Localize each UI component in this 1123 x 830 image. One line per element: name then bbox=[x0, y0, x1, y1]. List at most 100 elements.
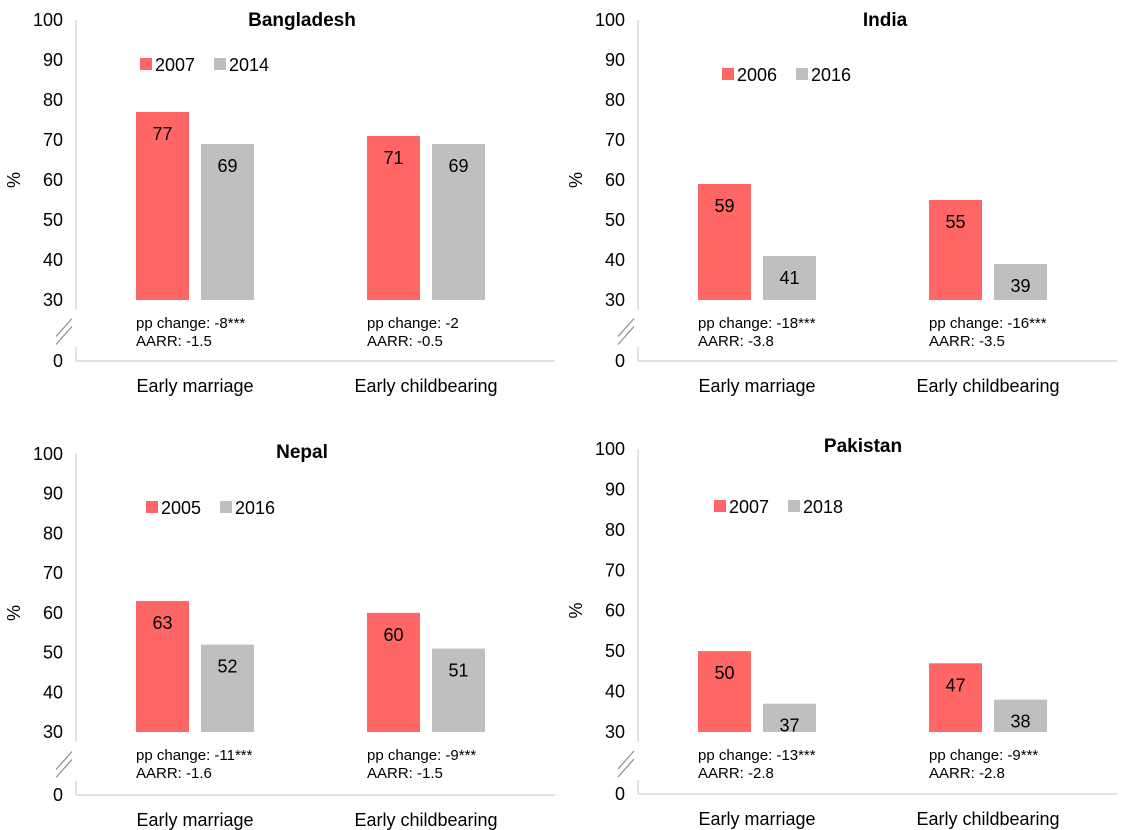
bar bbox=[136, 600, 189, 732]
y-tick-label: 80 bbox=[43, 90, 63, 110]
legend-label: 2016 bbox=[811, 65, 851, 85]
legend-swatch-series1 bbox=[146, 501, 158, 513]
bar-value-label: 59 bbox=[714, 196, 734, 216]
chart-panel-india: India 100 90 80 70 60 50 40 30 0% 2006 2016 59 41 pp c… bbox=[562, 0, 1123, 415]
bar bbox=[432, 144, 485, 300]
pp-change-annotation: pp change: -18*** bbox=[698, 315, 816, 332]
y-tick-label: 30 bbox=[43, 722, 63, 742]
bar-value-label: 69 bbox=[448, 156, 468, 176]
y-tick-label: 100 bbox=[595, 439, 625, 459]
y-tick-label: 40 bbox=[43, 682, 63, 702]
y-axis-label: % bbox=[4, 605, 24, 621]
axis-break-mark bbox=[617, 318, 635, 337]
bar bbox=[994, 699, 1047, 732]
y-axis-label: % bbox=[566, 602, 586, 618]
y-tick-label: 30 bbox=[605, 290, 625, 310]
pp-change-annotation: pp change: -9*** bbox=[367, 747, 476, 764]
y-tick-label: 60 bbox=[605, 170, 625, 190]
x-category-label: Early marriage bbox=[136, 376, 253, 396]
aarr-annotation: AARR: -3.5 bbox=[929, 333, 1005, 350]
axis-break-mark bbox=[55, 326, 73, 345]
y-tick-label: 40 bbox=[605, 682, 625, 702]
bar-value-label: 41 bbox=[779, 268, 799, 288]
y-tick-label: 100 bbox=[33, 444, 63, 464]
y-tick-label: 40 bbox=[605, 250, 625, 270]
y-tick-label: 100 bbox=[33, 10, 63, 30]
bar bbox=[432, 648, 485, 732]
y-tick-label: 70 bbox=[605, 560, 625, 580]
bar-value-label: 71 bbox=[383, 148, 403, 168]
y-tick-label: 30 bbox=[43, 290, 63, 310]
y-tick-label: 50 bbox=[605, 641, 625, 661]
y-tick-label: 0 bbox=[53, 785, 63, 805]
pp-change-annotation: pp change: -8*** bbox=[136, 315, 245, 332]
bar-value-label: 60 bbox=[383, 625, 403, 645]
bar bbox=[367, 136, 420, 300]
x-category-label: Early marriage bbox=[136, 810, 253, 830]
chart-title: Nepal bbox=[276, 442, 328, 463]
aarr-annotation: AARR: -1.6 bbox=[136, 765, 212, 782]
y-tick-label: 50 bbox=[43, 643, 63, 663]
y-tick-label: 90 bbox=[605, 50, 625, 70]
x-category-label: Early childbearing bbox=[354, 376, 497, 396]
bar-value-label: 51 bbox=[448, 661, 468, 681]
axis-break-mark bbox=[617, 758, 635, 778]
y-axis-label: % bbox=[566, 172, 586, 188]
y-tick-label: 60 bbox=[43, 170, 63, 190]
bar bbox=[763, 703, 816, 732]
pp-change-annotation: pp change: -11*** bbox=[136, 747, 253, 764]
bar bbox=[136, 112, 189, 300]
bar bbox=[929, 663, 982, 732]
chart-svg: Pakistan 100 90 80 70 60 50 40 30 0% 2007 2018 50 37 p… bbox=[566, 436, 1117, 829]
chart-title: Pakistan bbox=[824, 436, 902, 457]
bar-value-label: 55 bbox=[945, 212, 965, 232]
chart-svg: Nepal 100 90 80 70 60 50 40 30 0% 2005 2016 63 52 pp c… bbox=[4, 442, 555, 830]
aarr-annotation: AARR: -1.5 bbox=[367, 765, 443, 782]
chart-panel-nepal: Nepal 100 90 80 70 60 50 40 30 0% 2005 2016 63 52 pp c… bbox=[0, 415, 561, 830]
bar bbox=[201, 644, 254, 732]
aarr-annotation: AARR: -1.5 bbox=[136, 333, 212, 350]
bar bbox=[994, 264, 1047, 300]
chart-svg: Bangladesh 100 90 80 70 60 50 40 30 0% 2007 2014 77 6… bbox=[4, 10, 555, 396]
y-tick-label: 60 bbox=[605, 601, 625, 621]
chart-title: Bangladesh bbox=[248, 10, 356, 31]
x-category-label: Early marriage bbox=[698, 809, 815, 829]
legend-label: 2016 bbox=[235, 498, 275, 518]
y-tick-label: 90 bbox=[43, 50, 63, 70]
legend-label: 2018 bbox=[803, 497, 843, 517]
y-tick-label: 0 bbox=[615, 351, 625, 371]
bar bbox=[929, 200, 982, 300]
bar bbox=[698, 184, 751, 300]
legend-swatch-series2 bbox=[788, 500, 800, 512]
axis-break-mark bbox=[55, 759, 73, 778]
chart-title: India bbox=[863, 10, 908, 31]
legend-label: 2006 bbox=[737, 65, 777, 85]
y-tick-label: 0 bbox=[615, 784, 625, 804]
y-tick-label: 70 bbox=[43, 130, 63, 150]
bar-value-label: 37 bbox=[779, 716, 799, 736]
axis-break-mark bbox=[55, 318, 73, 337]
y-tick-label: 50 bbox=[605, 210, 625, 230]
pp-change-annotation: pp change: -2 bbox=[367, 315, 459, 332]
x-category-label: Early childbearing bbox=[916, 376, 1059, 396]
chart-svg: India 100 90 80 70 60 50 40 30 0% 2006 2016 59 41 pp c… bbox=[566, 10, 1117, 396]
aarr-annotation: AARR: -3.8 bbox=[698, 333, 774, 350]
y-tick-label: 80 bbox=[605, 520, 625, 540]
y-axis-label: % bbox=[4, 172, 24, 188]
axis-break-mark bbox=[617, 750, 635, 770]
legend-label: 2014 bbox=[229, 55, 269, 75]
bar-value-label: 47 bbox=[945, 675, 965, 695]
chart-panel-pakistan: Pakistan 100 90 80 70 60 50 40 30 0% 2007 2018 50 37 p… bbox=[562, 415, 1123, 830]
aarr-annotation: AARR: -2.8 bbox=[929, 765, 1005, 782]
bar bbox=[201, 144, 254, 300]
chart-panel-bangladesh: Bangladesh 100 90 80 70 60 50 40 30 0% 2007 2014 77 6… bbox=[0, 0, 561, 415]
x-category-label: Early childbearing bbox=[354, 810, 497, 830]
y-tick-label: 70 bbox=[605, 130, 625, 150]
y-tick-label: 0 bbox=[53, 351, 63, 371]
bar bbox=[367, 612, 420, 732]
bar-value-label: 63 bbox=[152, 613, 172, 633]
y-tick-label: 100 bbox=[595, 10, 625, 30]
pp-change-annotation: pp change: -16*** bbox=[929, 315, 1047, 332]
y-tick-label: 80 bbox=[605, 90, 625, 110]
pp-change-annotation: pp change: -9*** bbox=[929, 747, 1038, 764]
